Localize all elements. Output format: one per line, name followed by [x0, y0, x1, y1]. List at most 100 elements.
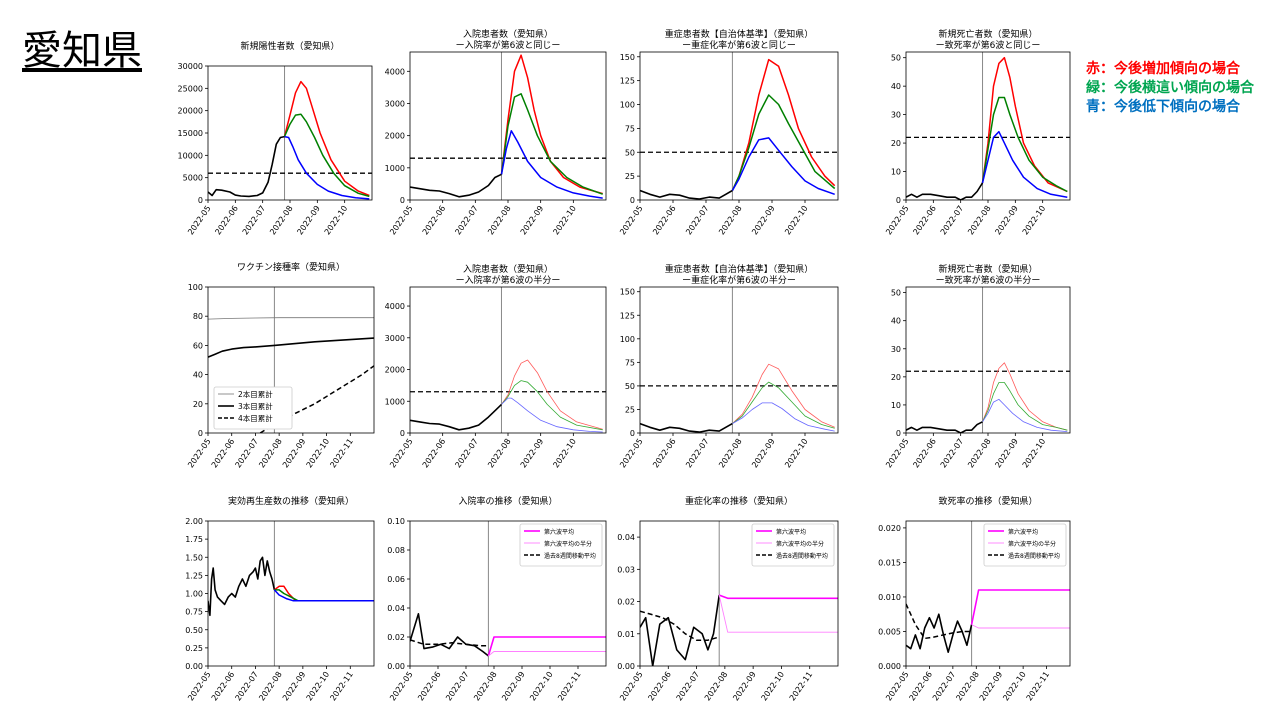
x-tick-label: 2022-07 [939, 437, 966, 470]
y-tick-label: 0.25 [185, 644, 203, 653]
legend-label: 過去8週間移動平均 [1008, 552, 1060, 560]
y-tick-label: 60 [193, 341, 203, 350]
series-green-thin [732, 381, 835, 429]
y-tick-label: 25 [625, 172, 635, 181]
x-tick-label: 2022-10 [551, 204, 578, 237]
y-tick-label: 2000 [385, 366, 405, 375]
x-tick-label: 2022-07 [453, 437, 480, 470]
y-tick-label: 4000 [385, 302, 405, 311]
x-tick-label: 2022-10 [1021, 204, 1048, 237]
y-tick-label: 1.00 [185, 590, 203, 599]
chart-severe-same: 重症患者数【自治体基準】（愛知県）ー重症化率が第6波と同じー 0 25 50 75 100… [618, 28, 839, 237]
series-actual [410, 612, 489, 657]
y-tick-label: 0 [630, 196, 635, 205]
y-tick-label: 100 [620, 335, 635, 344]
y-tick-label: 0.10 [387, 517, 405, 526]
y-tick-label: 0 [400, 429, 405, 438]
y-tick-label: 0.02 [387, 633, 405, 642]
scenario-legend-green: 緑：今後横這い傾向の場合 [1086, 80, 1254, 96]
x-tick-label: 2022-11 [328, 437, 355, 470]
x-tick-label: 2022-08 [966, 437, 993, 470]
legend-label: 第六波平均 [776, 528, 806, 536]
y-tick-label: 0.06 [387, 575, 405, 584]
series-green [500, 93, 603, 195]
x-tick-label: 2022-05 [618, 437, 645, 470]
y-tick-label: 0.08 [387, 546, 405, 555]
chart-hosp-rate: 入院率の推移（愛知県） 0.00 0.02 0.04 0.06 0.08 0.10 2022-… [387, 495, 607, 703]
plot-frame [639, 520, 839, 667]
y-tick-label: 0.50 [185, 626, 203, 635]
chart-subtitle: ー入院率が第6波と同じー [456, 39, 561, 51]
plot-area [410, 521, 606, 666]
x-tick-label: 2022-08 [717, 437, 744, 470]
x-tick-label: 2022-06 [911, 437, 938, 470]
y-tick-label: 15000 [178, 129, 203, 138]
y-tick-label: 10 [891, 168, 901, 177]
x-tick-label: 2022-08 [472, 670, 499, 703]
y-tick-label: 125 [620, 77, 635, 86]
x-tick-label: 2022-10 [1021, 437, 1048, 470]
legend-label: 第六波平均の半分 [1008, 540, 1056, 548]
plot-area [410, 52, 606, 200]
chart-title: 重症化率の推移（愛知県） [685, 495, 793, 507]
y-tick-label: 1.50 [185, 553, 203, 562]
y-tick-label: 0.020 [878, 524, 901, 533]
scenario-legend-blue: 青：今後低下傾向の場合 [1086, 99, 1240, 115]
plot-area [208, 66, 372, 200]
legend-label: 過去8週間移動平均 [776, 552, 828, 560]
plot-frame [207, 65, 373, 201]
plot-frame [409, 51, 607, 201]
x-tick-label: 2022-09 [993, 204, 1020, 237]
chart-title: 入院患者数（愛知県） [463, 263, 553, 275]
plot-area [410, 287, 606, 433]
y-tick-label: 25 [625, 405, 635, 414]
chart-subtitle: ー致死率が第6波の半分ー [936, 274, 1041, 286]
chart-deaths-half: 新規死亡者数（愛知県）ー致死率が第6波の半分ー 0 10 20 30 40 50 2022-0… [884, 263, 1071, 470]
series-actual [640, 594, 720, 666]
legend-box [751, 523, 835, 567]
series-red-thin [982, 362, 1068, 431]
legend-label: 第六波平均 [1008, 528, 1038, 536]
y-tick-label: 0.03 [617, 565, 635, 574]
y-tick-label: 10 [891, 401, 901, 410]
plot-area [640, 287, 838, 433]
y-tick-label: 0.005 [878, 627, 901, 636]
chart-title: ワクチン接種率（愛知県） [237, 261, 345, 273]
x-tick-label: 2022-09 [519, 437, 546, 470]
x-tick-label: 2022-07 [675, 670, 702, 703]
x-tick-label: 2022-06 [421, 437, 448, 470]
legend-label: 過去8週間移動平均 [544, 552, 596, 560]
series-magenta [970, 589, 1070, 625]
series-green-thin [501, 380, 603, 431]
chart-vaccination: ワクチン接種率（愛知県）0204060801002022-052022-0620… [186, 261, 375, 470]
y-tick-label: 0.75 [185, 608, 203, 617]
legend-label: 2本目累計 [238, 389, 273, 399]
x-tick-label: 2022-10 [551, 437, 578, 470]
y-tick-label: 3000 [385, 334, 405, 343]
y-tick-label: 125 [620, 311, 635, 320]
series-blue-thin [501, 397, 603, 433]
legend-label: 第六波平均 [544, 528, 574, 536]
x-tick-label: 2022-09 [993, 437, 1020, 470]
chart-subtitle: ー重症化率が第6波と同じー [682, 39, 796, 51]
series-green [731, 94, 836, 191]
series-magenta [718, 594, 838, 600]
y-tick-label: 50 [891, 54, 901, 63]
x-tick-label: 2022-08 [268, 204, 295, 237]
scenario-legend: 赤：今後増加傾向の場合 緑：今後横這い傾向の場合 青：今後低下傾向の場合 [1086, 60, 1254, 117]
x-tick-label: 2022-05 [884, 437, 911, 470]
y-tick-label: 3000 [385, 99, 405, 108]
y-tick-label: 75 [625, 358, 635, 367]
x-tick-label: 2022-07 [684, 204, 711, 237]
y-tick-label: 20 [193, 400, 203, 409]
plot-frame [207, 286, 375, 434]
y-tick-label: 150 [620, 53, 635, 62]
x-tick-label: 2022-06 [646, 670, 673, 703]
x-tick-label: 2022-06 [911, 204, 938, 237]
x-tick-label: 2022-08 [703, 670, 730, 703]
y-tick-label: 50 [891, 289, 901, 298]
series-red [981, 56, 1068, 193]
chart-title: 致死率の推移（愛知県） [938, 495, 1037, 507]
